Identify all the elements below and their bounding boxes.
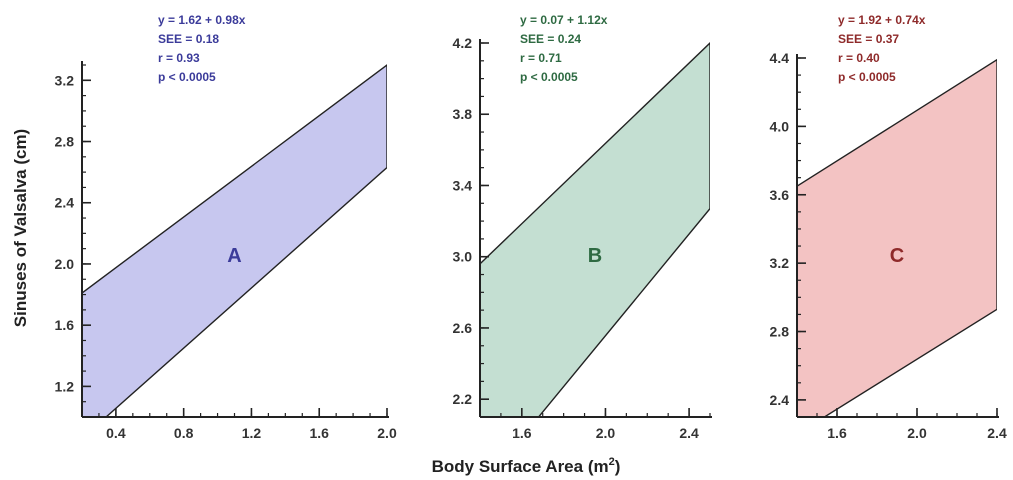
panel-a-y-tick-label: 2.8: [55, 134, 75, 150]
panel-c-y-tick-label: 3.2: [770, 255, 790, 271]
panel-a-y-tick-label: 1.6: [55, 317, 75, 333]
panel-a-annotation: SEE = 0.18: [158, 32, 219, 46]
panel-a-y-tick-label: 2.4: [55, 195, 75, 211]
panel-c-annotation: p < 0.0005: [838, 70, 896, 84]
panel-b-annotation: SEE = 0.24: [520, 32, 581, 46]
panel-b-annotation: r = 0.71: [520, 51, 562, 65]
panel-b-y-tick-label: 2.2: [453, 391, 473, 407]
panel-a-x-tick-label: 0.4: [106, 425, 126, 441]
panel-c-y-tick-label: 3.6: [770, 187, 790, 203]
panel-c: 1.6 2.0 2.4 2.4 2.8 3.2 3.6 4.0 4.4 y = 1.92 + 0.…: [770, 13, 1007, 441]
panel-b-y-tick-label: 3.0: [453, 249, 473, 265]
panel-c-band: [797, 58, 997, 417]
chart-panels: 0.4 0.8 1.2 1.6 2.0 1.2 1.6 2.0 2.4 2.8 3.2 y = 1.6…: [55, 13, 1007, 441]
panel-c-y-tick-label: 2.8: [770, 324, 790, 340]
panel-a: 0.4 0.8 1.2 1.6 2.0 1.2 1.6 2.0 2.4 2.8 3.2 y = 1.6…: [55, 13, 397, 441]
panel-c-letter: C: [890, 245, 904, 267]
panel-c-x-tick-label: 2.0: [907, 425, 927, 441]
panel-a-x-tick-label: 1.6: [309, 425, 329, 441]
panel-a-letter: A: [227, 245, 241, 267]
panel-b-band: [480, 42, 710, 417]
y-axis-label: Sinuses of Valsalva (cm): [11, 129, 30, 327]
panel-a-y-tick-label: 1.2: [55, 378, 75, 394]
panel-a-x-tick-label: 1.2: [242, 425, 262, 441]
panel-b-x-tick-label: 2.0: [596, 425, 616, 441]
x-axis-label: Body Surface Area (m2): [432, 456, 621, 476]
panel-a-band: [82, 64, 387, 417]
panel-b-y-tick-label: 3.4: [453, 177, 473, 193]
panel-b-annotation: y = 0.07 + 1.12x: [520, 13, 608, 27]
x-axis-label-text: Body Surface Area (m: [432, 457, 609, 476]
panel-a-x-tick-label: 2.0: [377, 425, 397, 441]
panel-b-y-tick-label: 3.8: [453, 106, 473, 122]
panel-a-annotation: r = 0.93: [158, 51, 200, 65]
panel-c-annotation: SEE = 0.37: [838, 32, 899, 46]
panel-b-x-tick-label: 2.4: [679, 425, 699, 441]
panel-c-annotation: r = 0.40: [838, 51, 880, 65]
panel-a-y-tick-label: 3.2: [55, 72, 75, 88]
x-axis-label-close: ): [615, 457, 621, 476]
panel-c-y-tick-label: 4.0: [770, 118, 790, 134]
panel-b-y-tick-label: 4.2: [453, 35, 473, 51]
panel-c-y-tick-label: 4.4: [770, 50, 790, 66]
panel-b-y-tick-label: 2.6: [453, 320, 473, 336]
panel-b: 1.6 2.0 2.4 2.2 2.6 3.0 3.4 3.8 4.2 y = 0.07 + 1.…: [453, 13, 712, 441]
panel-b-annotation: p < 0.0005: [520, 70, 578, 84]
panel-b-letter: B: [588, 245, 602, 267]
panel-a-x-tick-label: 0.8: [174, 425, 194, 441]
panel-c-x-tick-label: 1.6: [827, 425, 847, 441]
panel-a-annotation: y = 1.62 + 0.98x: [158, 13, 246, 27]
panel-a-y-tick-label: 2.0: [55, 256, 75, 272]
panel-b-x-tick-label: 1.6: [512, 425, 532, 441]
panel-a-annotation: p < 0.0005: [158, 70, 216, 84]
panel-c-x-tick-label: 2.4: [987, 425, 1007, 441]
panel-c-annotation: y = 1.92 + 0.74x: [838, 13, 926, 27]
x-axis-label-superscript: 2: [609, 456, 615, 468]
panel-c-y-tick-label: 2.4: [770, 392, 790, 408]
